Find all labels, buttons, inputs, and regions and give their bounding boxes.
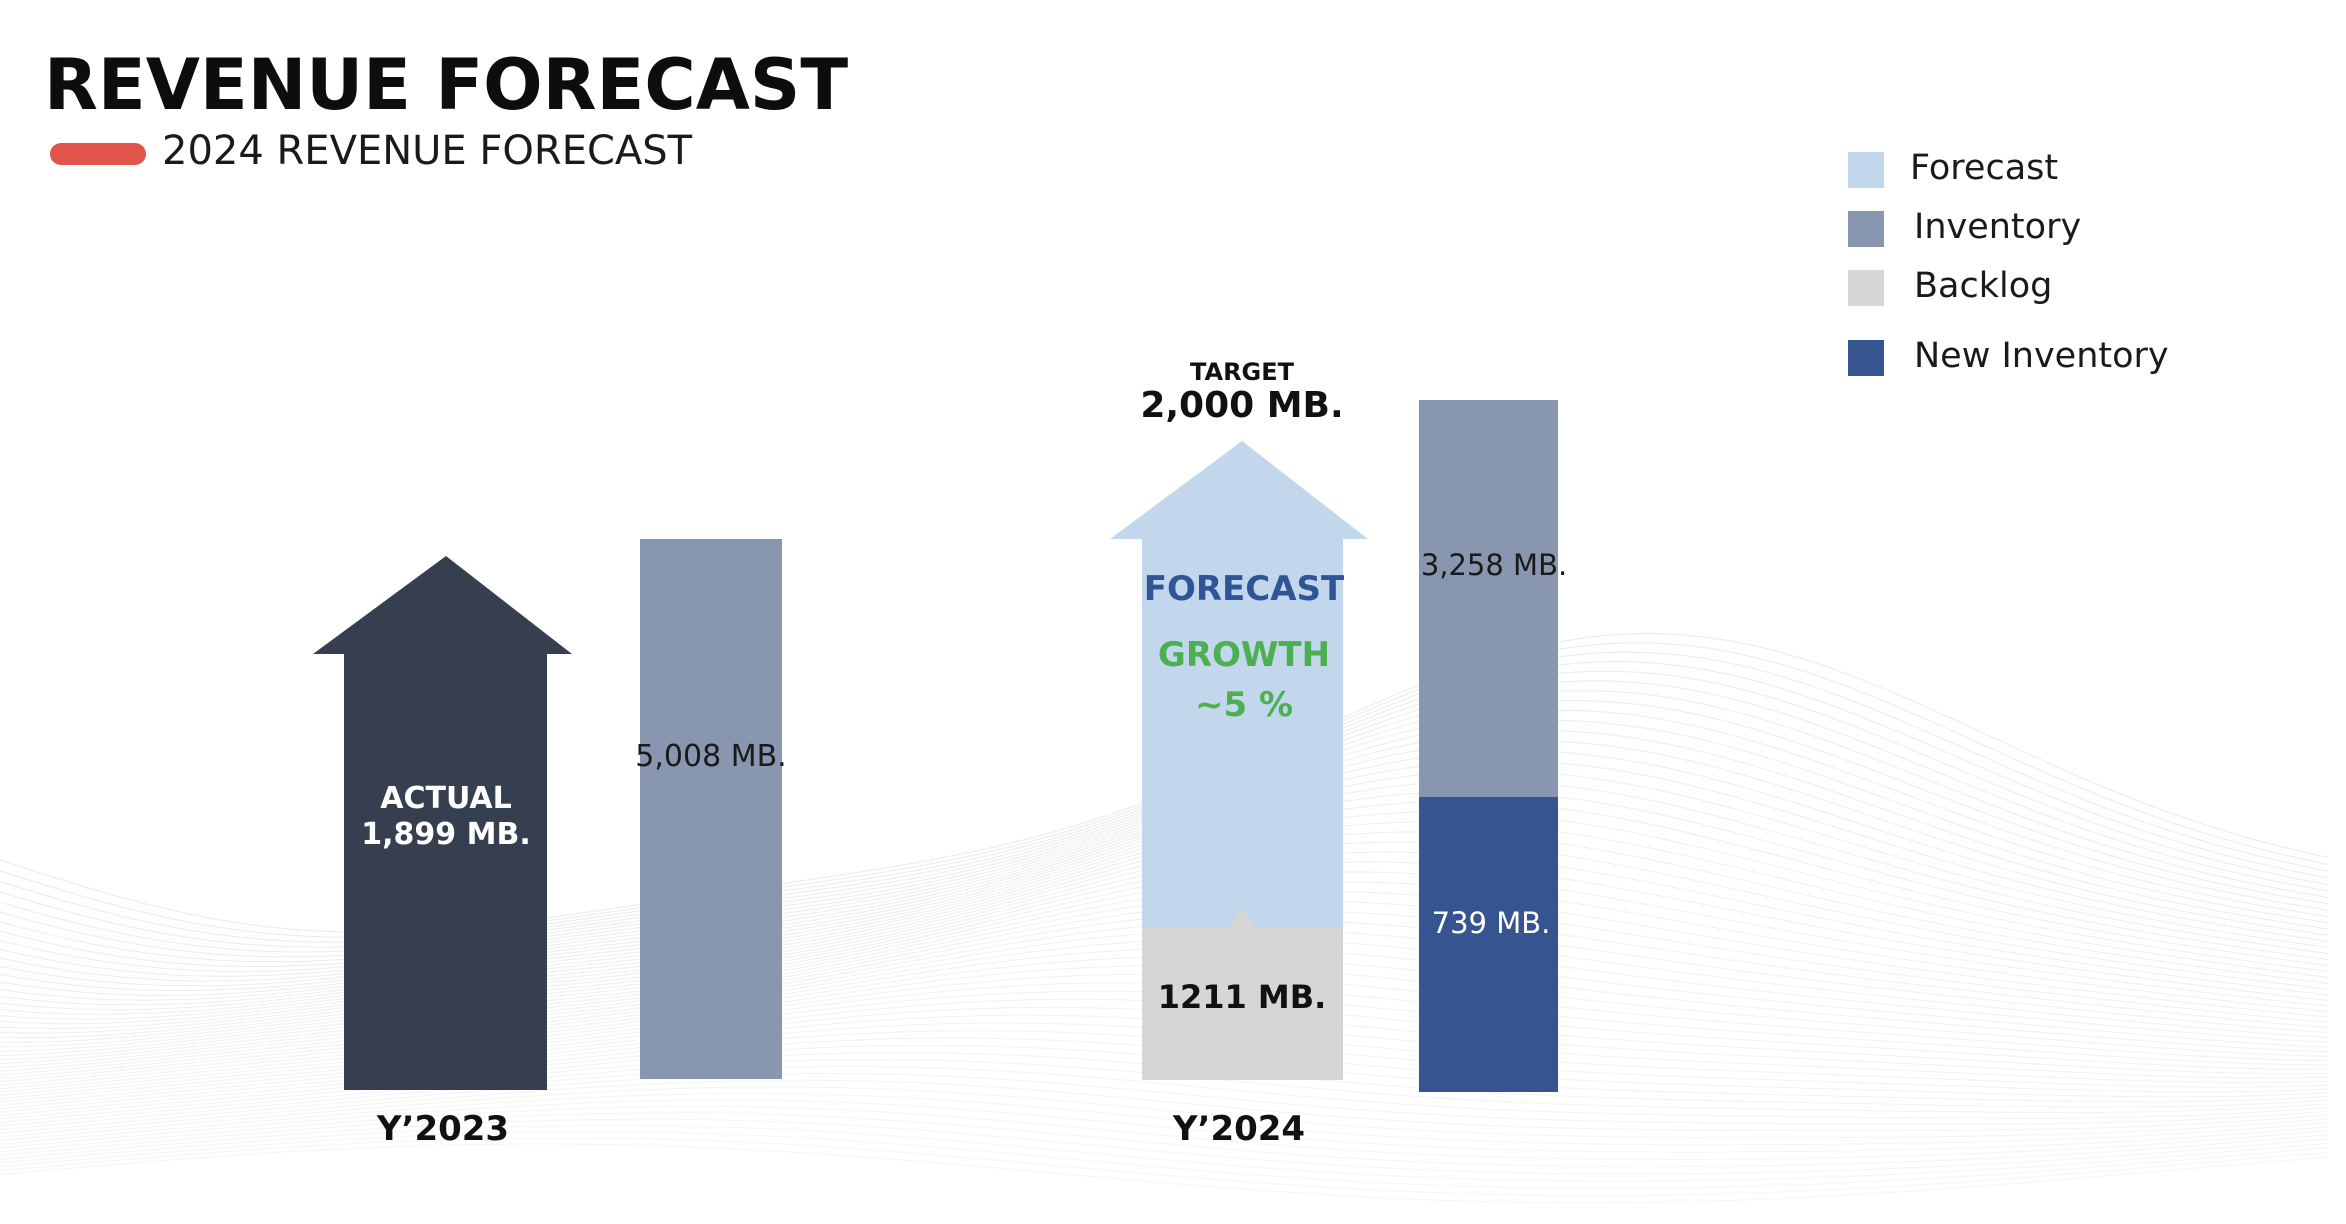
legend-label-forecast: Forecast	[1910, 148, 2059, 188]
actual-2023-arrow	[313, 556, 572, 1090]
inventory-2024-value-label: 3,258 MB.	[1421, 548, 1567, 582]
page-subtitle: 2024 REVENUE FORECAST	[162, 128, 693, 174]
target-label-line1: TARGET	[1190, 358, 1295, 386]
bar-inventory-2024	[1419, 400, 1558, 797]
wave-line	[0, 1079, 2329, 1138]
new-inventory-2024-value-label: 739 MB.	[1432, 906, 1551, 940]
wave-line	[0, 1106, 2329, 1160]
backlog-2024-value-label: 1211 MB.	[1158, 978, 1327, 1016]
bar-new-inventory-2024	[1419, 797, 1558, 1092]
wave-line	[0, 1137, 2329, 1197]
wave-line	[0, 1066, 2329, 1131]
actual-label-line2: 1,899 MB.	[361, 817, 530, 852]
legend-swatch-backlog	[1848, 270, 1884, 306]
category-label-2023: Y’2023	[376, 1109, 509, 1149]
bar-inventory-2023	[640, 539, 782, 1079]
legend-swatch-new-inventory	[1848, 340, 1884, 376]
wave-line	[0, 1099, 2329, 1153]
actual-label-line1: ACTUAL	[380, 781, 511, 816]
wave-line	[0, 1131, 2329, 1189]
legend-swatch-forecast	[1848, 152, 1884, 188]
growth-label: GROWTH	[1158, 635, 1330, 675]
forecast-arrow-label: FORECAST	[1144, 569, 1345, 609]
wave-line	[0, 1073, 2329, 1134]
legend-label-backlog: Backlog	[1914, 266, 2053, 306]
wave-line	[0, 1092, 2329, 1146]
bar-backlog-2024	[1142, 905, 1343, 1080]
legend-label-new-inventory: New Inventory	[1914, 336, 2169, 376]
wave-line	[0, 1124, 2329, 1182]
wave-line	[0, 1143, 2329, 1204]
wave-line	[0, 1112, 2329, 1168]
wave-line	[0, 1086, 2329, 1142]
category-label-2024: Y’2024	[1172, 1109, 1305, 1149]
page-title: REVENUE FORECAST	[44, 44, 849, 126]
target-label-line2: 2,000 MB.	[1140, 385, 1343, 426]
forecast-2024-arrow	[1110, 441, 1368, 928]
wave-line	[0, 1118, 2329, 1175]
subtitle-accent-pill	[50, 143, 146, 165]
growth-percent-label: ~5 %	[1195, 685, 1293, 725]
legend-swatch-inventory	[1848, 211, 1884, 247]
legend-label-inventory: Inventory	[1914, 207, 2082, 247]
inventory-2023-value-label: 5,008 MB.	[635, 739, 786, 774]
